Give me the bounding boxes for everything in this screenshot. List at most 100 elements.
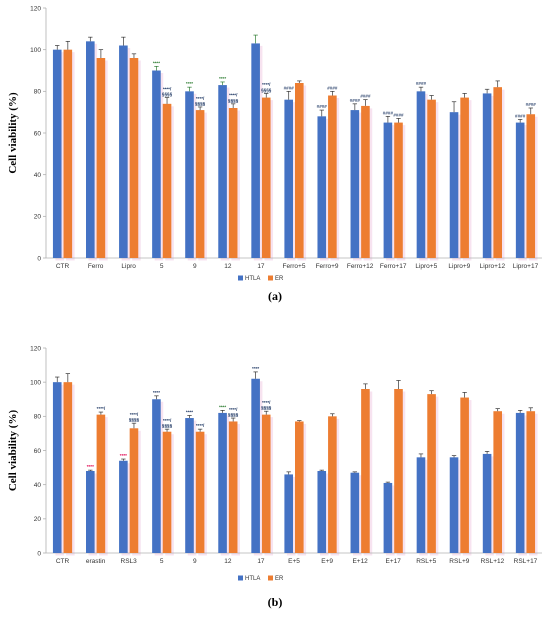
- x-tick-label: Lipro+17: [513, 263, 539, 270]
- x-tick-label: 5: [160, 263, 164, 270]
- bar-er: [96, 414, 106, 553]
- significance-label: ####: [383, 110, 394, 115]
- y-tick-label: 80: [34, 414, 42, 421]
- significance-label: ****: [219, 404, 226, 409]
- bar-er: [162, 431, 172, 553]
- y-tick-label: 100: [30, 379, 41, 386]
- x-tick-label: RSL+12: [481, 558, 505, 565]
- bar-er: [129, 428, 139, 553]
- legend-label-htla: HTLA: [245, 276, 260, 282]
- bar-er: [195, 110, 205, 258]
- significance-label: ####: [317, 104, 328, 109]
- bar-htla: [251, 378, 260, 553]
- bar-er: [96, 58, 106, 258]
- significance-label: ****: [120, 453, 127, 458]
- bar-er: [526, 411, 536, 553]
- bar-htla: [52, 382, 62, 553]
- bar-er: [295, 421, 304, 553]
- significance-label: ****: [186, 81, 193, 86]
- bar-htla: [317, 116, 327, 258]
- bar-er: [427, 394, 436, 553]
- x-tick-label: 12: [224, 263, 232, 270]
- legend-label-er: ER: [275, 576, 284, 582]
- significance-label: ****: [186, 409, 193, 414]
- significance-label: ####: [360, 94, 371, 99]
- x-tick-label: 17: [257, 263, 265, 270]
- bar-htla: [52, 49, 62, 258]
- x-tick-label: CTR: [56, 263, 70, 270]
- significance-label: ****: [153, 60, 160, 65]
- y-tick-label: 80: [34, 89, 42, 96]
- x-tick-label: RSL+9: [449, 558, 469, 565]
- bar-htla: [218, 85, 227, 258]
- x-tick-label: 9: [193, 263, 197, 270]
- x-tick-label: Lipro+9: [448, 263, 470, 270]
- x-tick-label: 9: [193, 558, 197, 565]
- significance-label: ####: [327, 85, 338, 90]
- legend-label-htla: HTLA: [245, 576, 260, 582]
- significance-label: §§§§: [228, 98, 239, 103]
- x-tick-label: erastin: [86, 558, 106, 565]
- chart-panel-b: 0 20 40 60 80 100 120 Cell viability (%) CTR eras…: [7, 345, 542, 609]
- legend-swatch-htla: [238, 575, 243, 581]
- significance-label: §§§§: [261, 87, 272, 92]
- bar-er: [526, 114, 536, 258]
- bar-htla: [284, 99, 293, 259]
- significance-label: §§§§: [129, 417, 140, 422]
- significance-label: ****/: [130, 412, 139, 417]
- significance-label: ****: [153, 390, 160, 395]
- significance-label: ****/: [163, 418, 172, 423]
- significance-label: §§§§: [228, 412, 239, 417]
- bar-htla: [350, 110, 360, 258]
- x-tick-label: E+12: [352, 558, 368, 565]
- bar-er: [394, 389, 403, 553]
- bar-er: [63, 49, 73, 258]
- bar-htla: [185, 418, 194, 553]
- significance-label: §§§§: [162, 92, 173, 97]
- bar-htla: [449, 112, 459, 259]
- bar-er: [361, 105, 370, 259]
- bar-er: [195, 431, 205, 553]
- y-tick-label: 40: [34, 482, 42, 489]
- x-tick-label: 5: [160, 558, 164, 565]
- panel-label: (b): [268, 595, 283, 609]
- bar-htla: [515, 412, 525, 553]
- bar-htla: [152, 70, 161, 258]
- significance-label: §§§§: [261, 405, 272, 410]
- significance-label: ****/: [262, 82, 271, 87]
- panel-label: (a): [268, 289, 282, 303]
- x-tick-label: Ferro+17: [380, 263, 407, 270]
- bar-htla: [482, 453, 492, 553]
- legend-swatch-er: [268, 275, 273, 281]
- chart-panel-a: 0 20 40 60 80 100 120 Cell viability (%) CTR Ferr…: [7, 5, 542, 303]
- significance-label: ####: [284, 85, 295, 90]
- bar-er: [295, 83, 304, 258]
- y-tick-label: 60: [34, 130, 42, 137]
- bar-htla: [383, 482, 393, 553]
- significance-label: ****: [87, 464, 94, 469]
- bar-htla: [284, 474, 293, 553]
- legend-label-er: ER: [275, 276, 284, 282]
- bar-htla: [515, 122, 525, 258]
- significance-label: §§§§: [195, 101, 206, 106]
- x-tick-label: Lipro+12: [480, 263, 506, 270]
- bar-er: [129, 58, 139, 258]
- significance-label: ****/: [262, 400, 271, 405]
- x-tick-label: Ferro: [88, 263, 104, 270]
- bar-er: [427, 99, 436, 259]
- bar-htla: [152, 399, 161, 553]
- bar-htla: [86, 471, 95, 553]
- significance-label: ####: [350, 98, 361, 103]
- bar-er: [493, 87, 502, 259]
- significance-label: ####: [393, 112, 404, 117]
- bar-htla: [317, 471, 327, 553]
- bar-htla: [416, 457, 426, 553]
- significance-label: ****/: [229, 93, 238, 98]
- bar-er: [261, 97, 271, 258]
- bar-htla: [119, 460, 128, 553]
- y-axis-label: Cell viability (%): [7, 92, 19, 174]
- y-tick-label: 120: [30, 5, 41, 12]
- bar-er: [328, 95, 337, 258]
